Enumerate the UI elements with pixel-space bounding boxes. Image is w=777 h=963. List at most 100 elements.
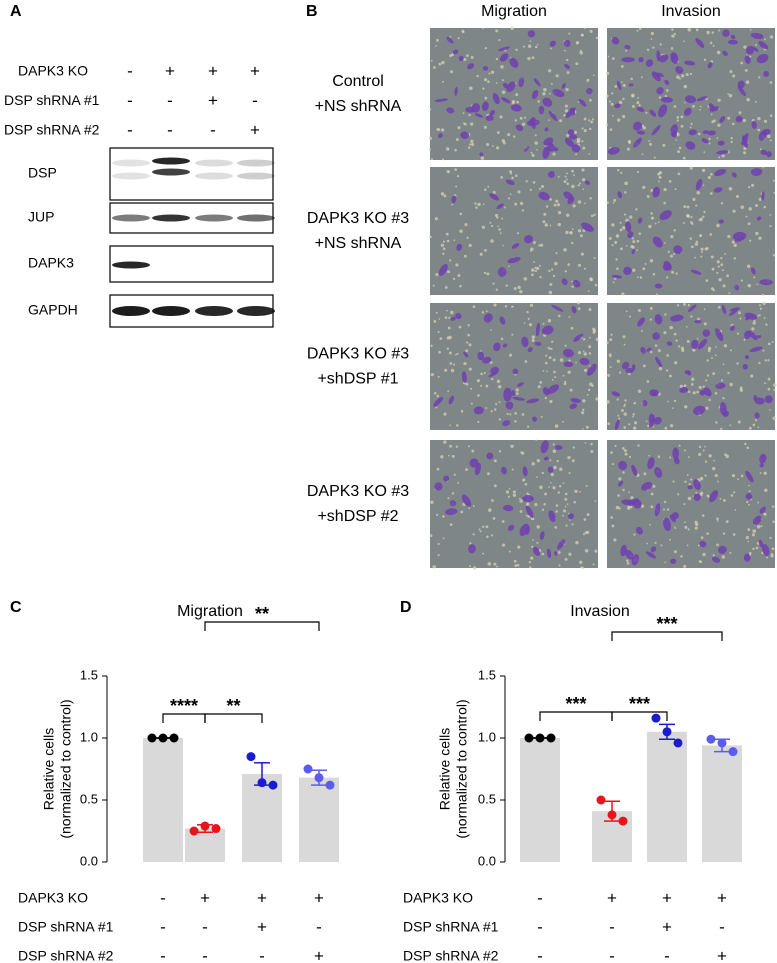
- pore: [489, 510, 491, 512]
- cell: [631, 249, 635, 255]
- condition-mark: +: [314, 946, 324, 963]
- pore: [479, 252, 483, 256]
- pore: [725, 520, 729, 523]
- pore: [567, 263, 571, 266]
- pore: [574, 489, 578, 494]
- pore: [740, 279, 743, 282]
- pore: [483, 271, 487, 275]
- micrograph: [429, 167, 598, 295]
- pore: [510, 305, 514, 308]
- pore: [649, 306, 653, 310]
- pore: [585, 485, 588, 487]
- cell: [653, 416, 662, 425]
- pore: [514, 420, 517, 423]
- pore: [610, 102, 614, 106]
- pore: [752, 423, 756, 427]
- pore: [450, 368, 455, 373]
- pore: [552, 152, 556, 156]
- pore: [663, 187, 667, 192]
- pore: [664, 313, 667, 316]
- pore: [728, 186, 733, 191]
- pore: [519, 290, 523, 294]
- pore: [505, 284, 508, 287]
- pore: [615, 258, 618, 261]
- pore: [700, 217, 703, 220]
- pore: [686, 339, 690, 344]
- cell: [759, 453, 767, 464]
- pore: [591, 118, 595, 121]
- cell: [489, 109, 496, 116]
- pore: [508, 487, 511, 490]
- pore: [646, 194, 650, 198]
- cell: [758, 41, 769, 50]
- pore: [625, 218, 629, 223]
- pore: [687, 304, 691, 307]
- pore: [538, 244, 541, 247]
- pore: [732, 533, 736, 536]
- cell: [734, 285, 740, 291]
- cell: [584, 180, 590, 185]
- pore: [527, 425, 530, 428]
- pore: [530, 250, 532, 253]
- pore: [632, 240, 636, 244]
- pore: [716, 137, 719, 139]
- pore: [686, 205, 690, 209]
- pore: [652, 46, 655, 49]
- pore: [622, 83, 626, 87]
- cell: [707, 130, 716, 136]
- pore: [490, 329, 492, 331]
- cell: [434, 482, 443, 491]
- pore: [435, 311, 438, 314]
- pore: [674, 188, 677, 191]
- pore: [757, 501, 760, 504]
- cell: [649, 109, 657, 117]
- pore: [509, 193, 512, 196]
- pore: [557, 222, 561, 227]
- pore: [747, 283, 752, 288]
- pore: [754, 100, 757, 103]
- pore: [629, 315, 632, 318]
- pore: [658, 175, 662, 179]
- pore: [440, 192, 445, 196]
- pore: [523, 322, 526, 324]
- condition-label: DSP shRNA #1: [18, 919, 114, 935]
- pore: [562, 514, 564, 517]
- pore: [752, 321, 756, 325]
- pore: [467, 146, 471, 149]
- pore: [443, 412, 447, 416]
- pore: [654, 344, 658, 347]
- pore: [712, 44, 715, 47]
- pore: [629, 505, 633, 509]
- pore: [713, 459, 715, 462]
- cell: [538, 105, 545, 115]
- pore: [638, 232, 642, 235]
- pore: [673, 253, 676, 256]
- pore: [728, 292, 731, 295]
- cell: [685, 95, 697, 104]
- pore: [523, 116, 527, 119]
- cell: [502, 343, 508, 348]
- condition-mark: +: [257, 917, 267, 936]
- pore: [719, 497, 722, 500]
- pore: [534, 269, 538, 273]
- pore: [672, 480, 675, 483]
- cell: [547, 466, 554, 473]
- pore: [665, 89, 669, 92]
- pore: [575, 540, 579, 545]
- data-point: [673, 738, 683, 748]
- pore: [528, 323, 533, 327]
- pore: [581, 411, 585, 415]
- pore: [609, 355, 612, 358]
- pore: [757, 128, 761, 132]
- pore: [587, 388, 591, 392]
- row-label: +shDSP #2: [317, 508, 398, 525]
- condition-mark: -: [160, 946, 166, 963]
- pore: [546, 370, 548, 373]
- pore: [696, 390, 699, 394]
- pore: [702, 449, 705, 452]
- cell: [717, 140, 725, 146]
- pore: [523, 277, 528, 281]
- pore: [727, 116, 731, 120]
- cell: [656, 87, 664, 95]
- pore: [547, 346, 550, 349]
